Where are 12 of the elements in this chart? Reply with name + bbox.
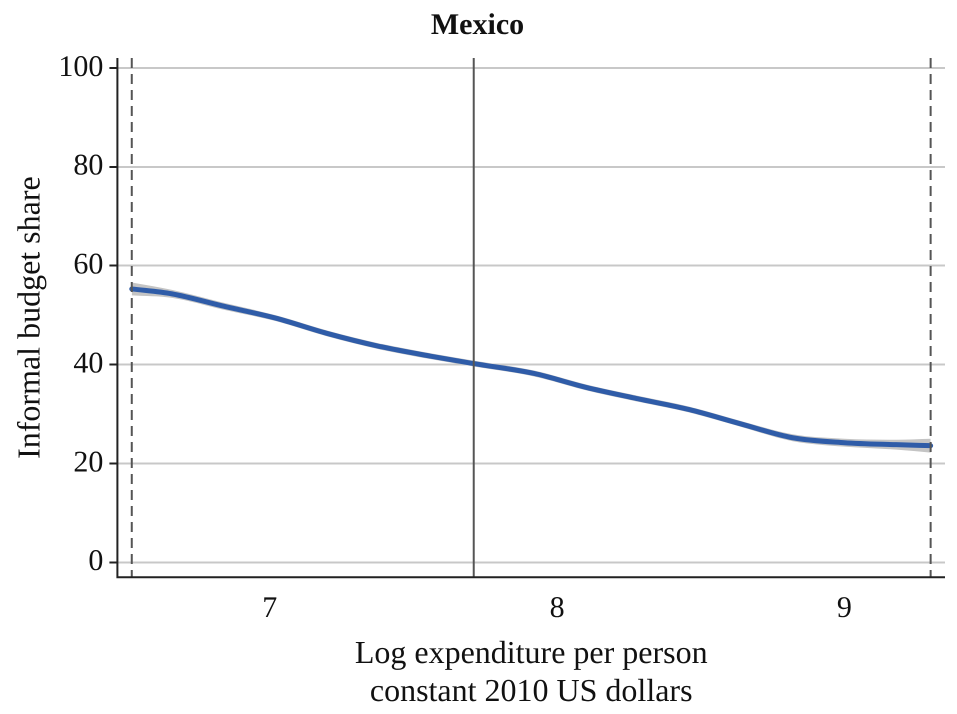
y-tick-label: 20: [73, 445, 104, 478]
chart-title: Mexico: [430, 8, 524, 41]
y-tick-label: 0: [88, 544, 104, 578]
y-tick-label: 100: [58, 50, 104, 83]
x-tick-label: 7: [262, 591, 278, 624]
x-tick-label: 8: [550, 591, 565, 624]
y-axis-title: Informal budget share: [10, 176, 47, 459]
x-tick-label: 9: [836, 591, 852, 624]
y-tick-label: 40: [73, 346, 104, 380]
y-tick-label: 60: [73, 248, 104, 281]
y-tick-label: 80: [73, 148, 104, 182]
x-axis-title: Log expenditure per person constant 2010 US dollars: [354, 634, 708, 708]
